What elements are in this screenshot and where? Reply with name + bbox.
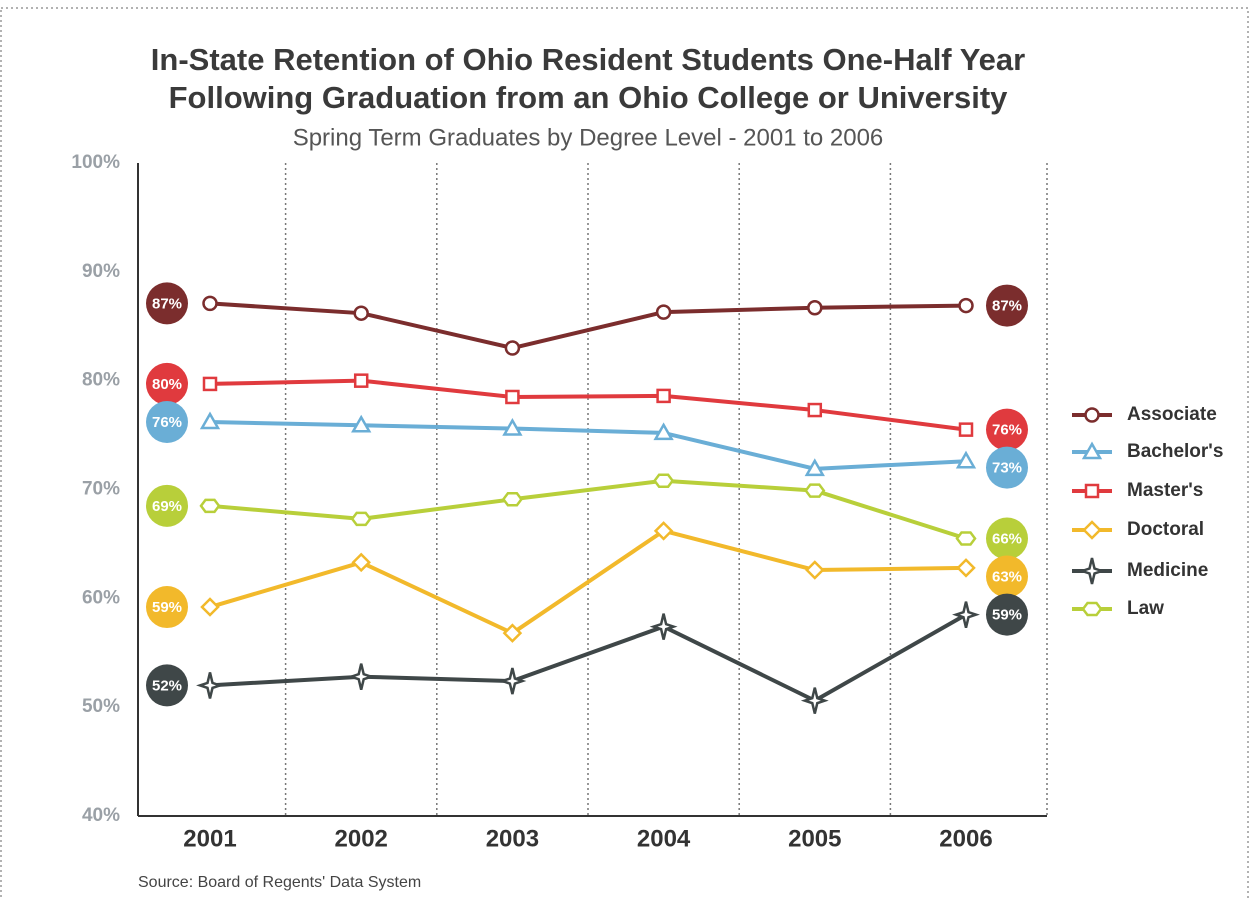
marker	[958, 422, 974, 437]
marker	[1084, 407, 1100, 423]
value-bubble	[146, 484, 188, 527]
marker	[649, 613, 678, 640]
marker	[505, 389, 520, 405]
x-tick-label: 2001	[183, 825, 236, 852]
marker	[1084, 483, 1100, 499]
line	[209, 478, 967, 541]
marker	[958, 297, 974, 314]
value-label: 87%	[992, 298, 1022, 315]
marker	[956, 558, 976, 578]
marker	[807, 299, 823, 316]
marker	[1081, 441, 1103, 460]
legend-label: Associate	[1127, 404, 1217, 425]
value-bubble	[986, 517, 1028, 560]
marker	[807, 402, 823, 418]
value-bubble	[146, 664, 188, 707]
marker	[800, 687, 829, 714]
value-label: 59%	[992, 607, 1022, 624]
marker	[202, 295, 218, 312]
marker	[347, 663, 376, 690]
marker	[200, 597, 220, 617]
line	[209, 612, 967, 703]
marker	[656, 388, 671, 404]
legend-label: Bachelor's	[1127, 441, 1223, 462]
marker	[1078, 557, 1106, 585]
marker	[351, 552, 371, 573]
value-bubble	[986, 408, 1028, 451]
marker	[502, 623, 523, 643]
marker	[653, 521, 674, 541]
value-bubble	[146, 282, 188, 325]
value-label: 87%	[152, 295, 182, 312]
x-tick-label: 2004	[637, 825, 691, 852]
value-label: 73%	[992, 460, 1022, 477]
value-bubble	[146, 362, 188, 405]
value-bubble	[986, 555, 1028, 598]
marker	[952, 601, 980, 628]
marker	[202, 376, 218, 392]
legend-label: Master's	[1127, 480, 1203, 501]
line	[209, 420, 967, 471]
value-label: 66%	[992, 530, 1022, 547]
marker	[502, 418, 523, 436]
y-tick-label: 50%	[82, 696, 120, 717]
marker	[655, 304, 672, 320]
marker	[955, 450, 977, 469]
marker	[804, 458, 825, 477]
value-label: 63%	[992, 568, 1022, 585]
value-bubble	[986, 593, 1028, 636]
line	[209, 528, 967, 636]
legend-label: Law	[1127, 598, 1164, 619]
marker	[351, 414, 372, 433]
marker	[653, 422, 674, 441]
x-tick-label: 2005	[788, 825, 841, 852]
value-label: 76%	[992, 422, 1022, 439]
marker	[199, 411, 221, 430]
chart-subtitle: Spring Term Graduates by Degree Level - …	[293, 124, 884, 151]
source: Source: Board of Regents' Data System	[138, 874, 421, 891]
marker	[504, 340, 521, 356]
line	[209, 301, 967, 351]
marker	[353, 305, 369, 321]
marker	[498, 667, 527, 695]
y-tick-label: 40%	[82, 805, 120, 826]
marker	[501, 492, 523, 507]
value-label: 59%	[152, 599, 182, 616]
marker	[199, 498, 221, 514]
x-tick-label: 2002	[335, 825, 388, 852]
value-label: 76%	[152, 414, 182, 431]
value-label: 80%	[152, 376, 182, 393]
marker	[955, 531, 977, 546]
chart-title: In-State Retention of Ohio Resident Stud…	[151, 42, 1025, 77]
marker	[1082, 520, 1102, 540]
y-tick-label: 80%	[82, 370, 120, 391]
chart-title: Following Graduation from an Ohio Colleg…	[169, 80, 1009, 115]
marker	[353, 373, 369, 388]
value-label: 69%	[152, 498, 182, 515]
value-bubble	[986, 284, 1028, 327]
x-tick-label: 2003	[486, 825, 539, 852]
legend-label: Doctoral	[1127, 519, 1204, 540]
y-tick-label: 90%	[82, 261, 120, 282]
marker	[805, 560, 825, 580]
y-tick-label: 60%	[82, 587, 120, 608]
y-tick-label: 100%	[71, 152, 120, 173]
marker	[350, 511, 372, 527]
marker	[1081, 601, 1103, 617]
marker	[804, 483, 826, 498]
x-tick-label: 2006	[939, 825, 992, 852]
y-tick-label: 70%	[82, 479, 120, 500]
value-bubble	[986, 446, 1028, 489]
legend-label: Medicine	[1127, 560, 1208, 581]
value-bubble	[146, 586, 188, 629]
marker	[196, 672, 224, 699]
marker	[653, 473, 675, 489]
value-bubble	[146, 401, 188, 444]
value-label: 52%	[152, 677, 182, 694]
line	[209, 378, 967, 432]
frame	[0, 7, 1249, 899]
